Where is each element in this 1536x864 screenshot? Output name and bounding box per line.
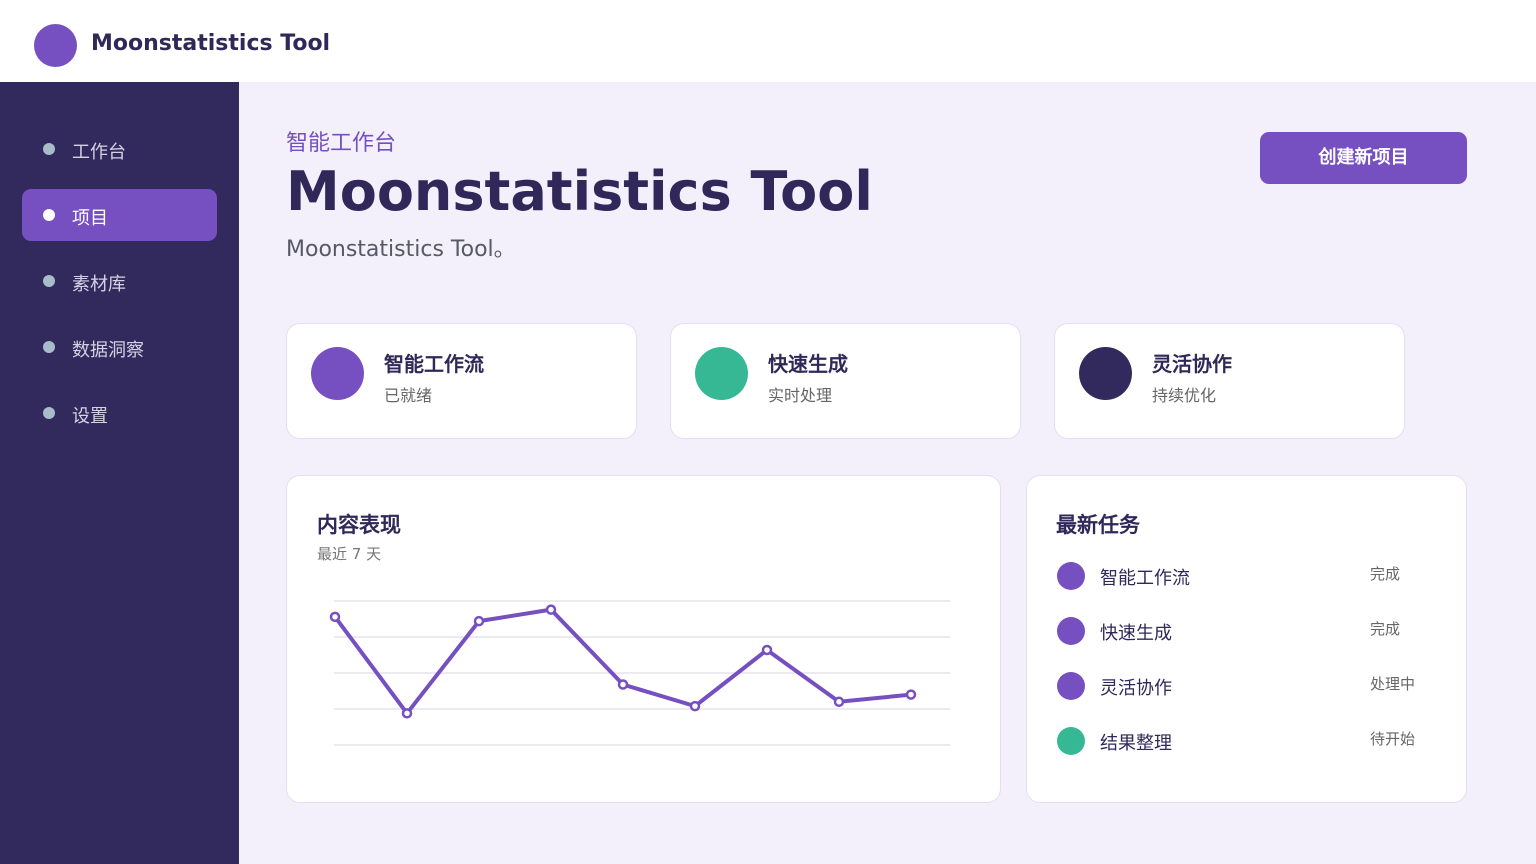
feature-icon [695,347,748,400]
sidebar: 工作台项目素材库数据洞察设置 [0,82,239,864]
chart-subtitle: 最近 7 天 [317,545,382,563]
nav-label: 设置 [72,406,108,427]
page-title: Moonstatistics Tool [286,160,873,223]
task-dot [1057,562,1085,590]
chart-card: 内容表现 最近 7 天 [286,475,1001,803]
task-status: 待开始 [1370,730,1416,748]
nav-item[interactable]: 设置 [22,387,217,439]
task-status: 完成 [1370,620,1401,638]
nav-label: 项目 [72,208,108,229]
task-dot [1057,727,1085,755]
create-button[interactable]: 创建新项目 [1260,132,1467,184]
nav-item[interactable]: 素材库 [22,255,217,307]
task-status: 完成 [1370,565,1401,583]
nav-label: 素材库 [72,274,126,295]
task-status: 处理中 [1370,675,1416,693]
task-name: 快速生成 [1100,623,1172,644]
task-name: 灵活协作 [1100,678,1172,699]
nav-dot [43,209,55,221]
point [905,689,917,700]
point [689,700,701,712]
feature-title: 快速生成 [768,352,848,376]
app-title: Moonstatistics Tool [91,31,331,56]
line-chart [329,600,950,746]
tasks-title: 最新任务 [1056,513,1140,537]
page-subtitle: Moonstatistics Tool。 [286,237,516,262]
grid [334,600,950,746]
nav-label: 数据洞察 [72,340,144,361]
feature-card: 智能工作流 已就绪 [286,323,637,439]
point [401,708,413,719]
feature-subtitle: 已就绪 [384,386,433,405]
nav-dot [43,341,55,353]
feature-subtitle: 实时处理 [768,386,833,405]
feature-card: 灵活协作 持续优化 [1054,323,1405,439]
line [333,607,912,716]
feature-title: 智能工作流 [384,352,484,376]
point [545,604,557,615]
task-dot [1057,672,1085,700]
point [833,696,845,708]
task-name: 智能工作流 [1100,568,1190,589]
nav-item[interactable]: 项目 [22,189,217,241]
nav-dot [43,275,55,287]
nav-item[interactable]: 工作台 [22,123,217,175]
feature-icon [1079,347,1132,400]
nav-item[interactable]: 数据洞察 [22,321,217,373]
feature-title: 灵活协作 [1152,352,1232,376]
point [761,644,773,656]
feature-icon [311,347,364,400]
nav-label: 工作台 [72,142,126,163]
logo [34,24,77,67]
chart-title: 内容表现 [317,513,401,537]
nav-dot [43,143,55,155]
point [617,679,629,690]
feature-subtitle: 持续优化 [1152,386,1217,405]
nav-dot [43,407,55,419]
feature-card: 快速生成 实时处理 [670,323,1021,439]
kicker: 智能工作台 [286,131,397,156]
tasks-card: 最新任务 智能工作流 完成 快速生成 完成 灵活协作 处理中 结果整理 待开始 [1026,475,1467,803]
point [473,615,485,627]
task-name: 结果整理 [1100,733,1172,754]
header: Moonstatistics Tool [0,0,1536,82]
task-dot [1057,617,1085,645]
point [329,611,341,623]
